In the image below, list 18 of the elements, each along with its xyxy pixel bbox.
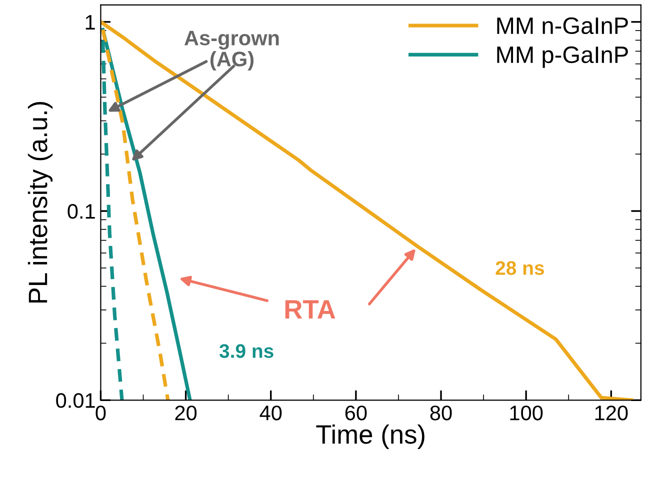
y-tick-label: 0.1 — [68, 204, 95, 219]
annotation: As-grown (AG) — [184, 30, 279, 71]
x-tick-label: 0 — [96, 406, 106, 420]
legend-label: MM n-GaInP — [497, 17, 628, 34]
annotation: 3.9 ns — [219, 344, 274, 358]
x-tick-label: 20 — [175, 406, 197, 420]
x-tick-label: 120 — [595, 406, 628, 420]
y-axis-title: PL intensity (a.u.) — [28, 102, 53, 303]
annotation: 28 ns — [496, 261, 544, 275]
x-tick-label: 40 — [260, 406, 282, 420]
y-tick-label: 0.01 — [56, 393, 95, 408]
annotation: RTA — [285, 300, 336, 318]
x-tick-label: 100 — [510, 406, 543, 420]
x-axis-title: Time (ns) — [316, 424, 424, 450]
x-tick-label: 60 — [345, 406, 367, 420]
x-tick-label: 80 — [430, 406, 452, 420]
y-tick-label: 1 — [86, 15, 95, 30]
legend-label: MM p-GaInP — [497, 46, 628, 68]
